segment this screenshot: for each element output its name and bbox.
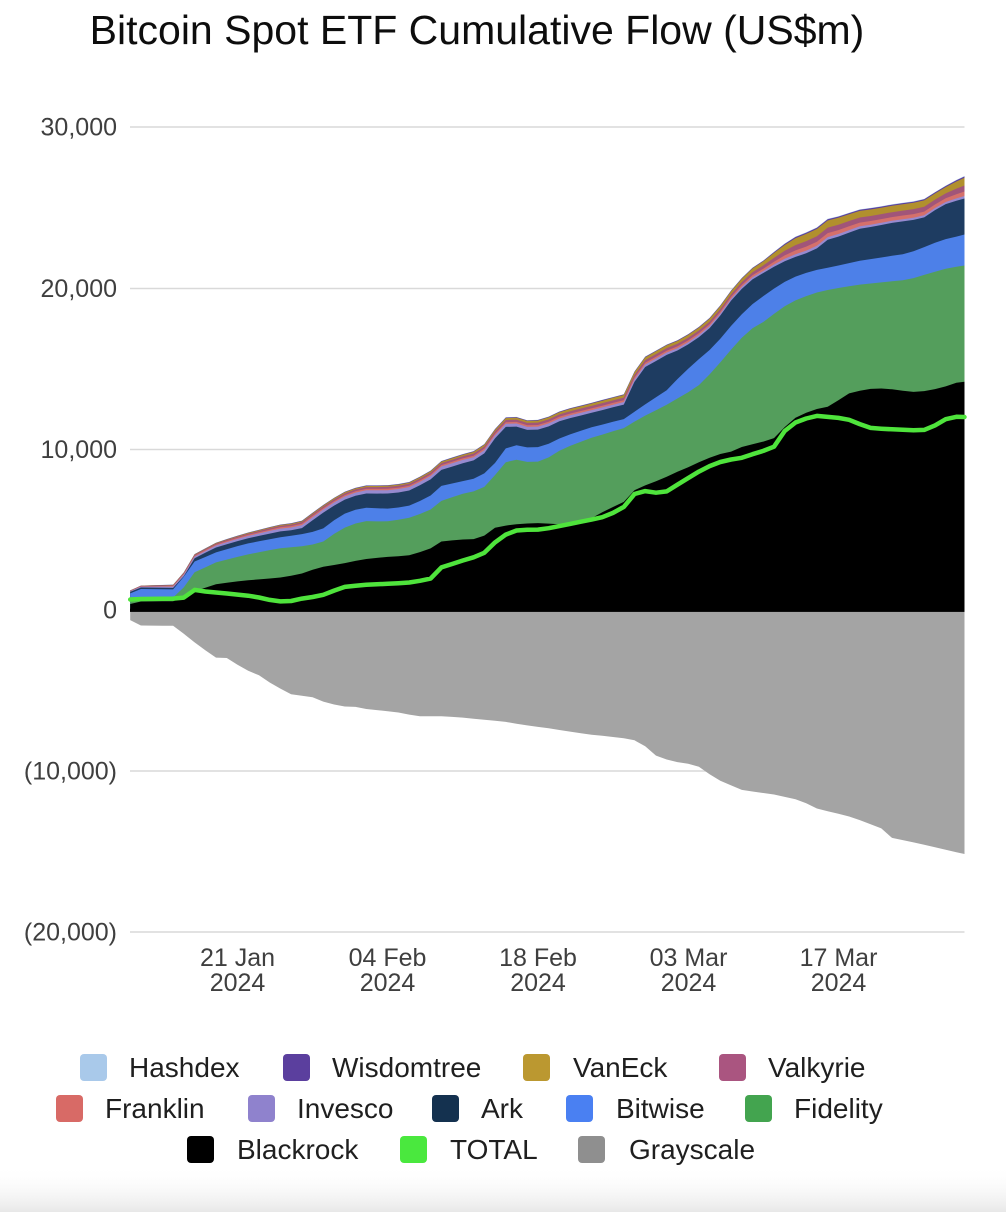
svg-text:2024: 2024 bbox=[360, 969, 416, 997]
svg-text:Grayscale: Grayscale bbox=[629, 1134, 755, 1165]
svg-text:Blackrock: Blackrock bbox=[237, 1134, 359, 1165]
svg-text:Valkyrie: Valkyrie bbox=[768, 1052, 866, 1083]
svg-text:VanEck: VanEck bbox=[573, 1052, 668, 1083]
svg-text:Hashdex: Hashdex bbox=[129, 1052, 240, 1083]
svg-text:20,000: 20,000 bbox=[41, 275, 117, 303]
svg-text:2024: 2024 bbox=[661, 969, 717, 997]
svg-text:Ark: Ark bbox=[481, 1093, 524, 1124]
svg-text:0: 0 bbox=[103, 597, 117, 625]
svg-text:(20,000): (20,000) bbox=[24, 919, 117, 947]
svg-text:Bitwise: Bitwise bbox=[616, 1093, 705, 1124]
svg-text:Fidelity: Fidelity bbox=[794, 1093, 883, 1124]
svg-text:2024: 2024 bbox=[210, 969, 266, 997]
svg-text:Invesco: Invesco bbox=[297, 1093, 394, 1124]
svg-text:18 Feb: 18 Feb bbox=[499, 944, 577, 972]
svg-text:TOTAL: TOTAL bbox=[450, 1134, 538, 1165]
svg-text:(10,000): (10,000) bbox=[24, 758, 117, 786]
svg-text:2024: 2024 bbox=[510, 969, 566, 997]
svg-text:Franklin: Franklin bbox=[105, 1093, 205, 1124]
svg-text:03 Mar: 03 Mar bbox=[650, 944, 728, 972]
svg-text:30,000: 30,000 bbox=[41, 114, 117, 142]
svg-text:Wisdomtree: Wisdomtree bbox=[332, 1052, 481, 1083]
svg-text:17 Mar: 17 Mar bbox=[800, 944, 878, 972]
svg-text:Bitcoin Spot ETF Cumulative Fl: Bitcoin Spot ETF Cumulative Flow (US$m) bbox=[90, 7, 865, 53]
svg-text:10,000: 10,000 bbox=[41, 436, 117, 464]
svg-text:2024: 2024 bbox=[811, 969, 867, 997]
svg-text:04 Feb: 04 Feb bbox=[349, 944, 427, 972]
svg-text:21 Jan: 21 Jan bbox=[200, 944, 275, 972]
